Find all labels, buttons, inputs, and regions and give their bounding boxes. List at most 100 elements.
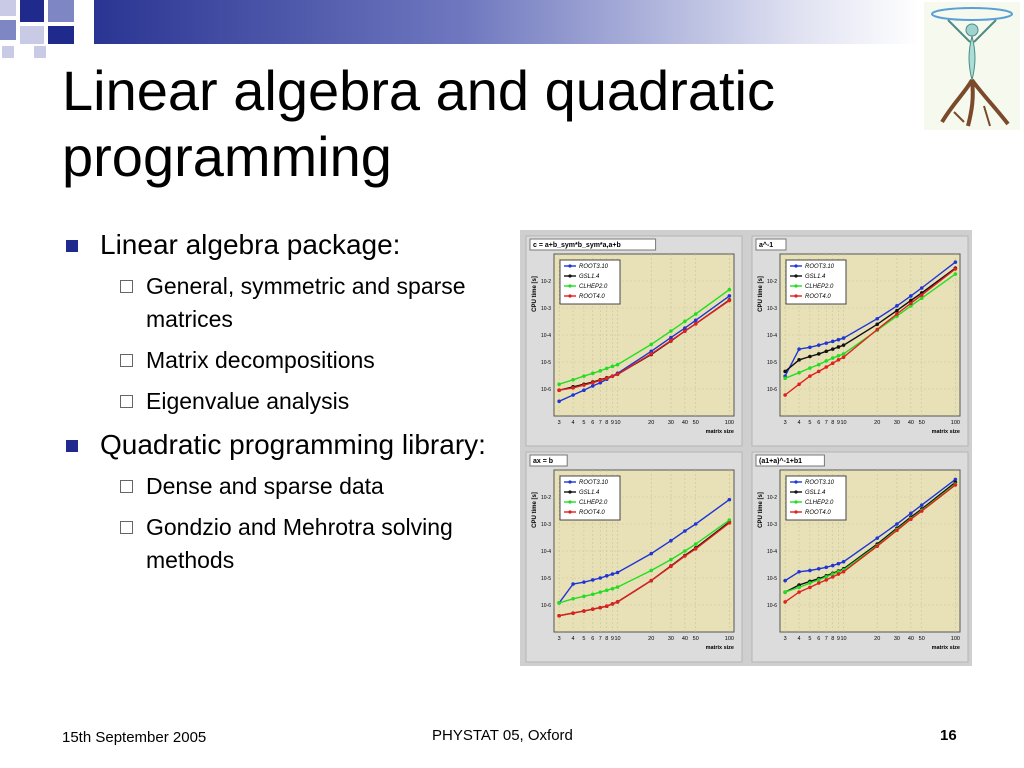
chart-data-point bbox=[824, 578, 829, 582]
chart-data-point bbox=[571, 582, 575, 586]
chart-data-point bbox=[797, 569, 801, 574]
chart-x-tick-label: 10 bbox=[841, 636, 847, 642]
chart-x-tick-label: 7 bbox=[599, 636, 602, 642]
chart-data-point bbox=[615, 585, 620, 589]
chart-data-point bbox=[615, 600, 620, 604]
chart-legend-label: CLHEP2.0 bbox=[579, 284, 608, 290]
chart-data-point bbox=[557, 399, 561, 404]
chart-x-tick-label: 40 bbox=[682, 636, 688, 642]
chart-data-point bbox=[824, 349, 829, 354]
chart-data-point bbox=[841, 343, 846, 347]
chart-data-point bbox=[649, 349, 654, 354]
chart-data-point bbox=[895, 528, 899, 533]
chart-data-point bbox=[590, 592, 595, 597]
chart-data-point bbox=[693, 318, 698, 323]
chart-data-point bbox=[693, 547, 698, 551]
chart-data-point bbox=[649, 568, 654, 573]
chart-x-tick-label: 10 bbox=[841, 420, 847, 426]
chart-x-tick-label: 8 bbox=[605, 420, 608, 426]
chart-x-tick-label: 8 bbox=[831, 636, 834, 642]
chart-y-tick-label: 10-2 bbox=[767, 279, 777, 285]
chart-data-point bbox=[824, 365, 829, 369]
chart-data-point bbox=[598, 369, 603, 373]
chart-legend-label: GSL1.4 bbox=[805, 274, 826, 280]
chart-panel: (a1+a)^-1+b1 3 4 5 6 7 8 9 10 20 30 40 50 100 10-6 10-5… bbox=[751, 451, 969, 663]
chart-x-axis-label: matrix size bbox=[706, 429, 734, 435]
chart-x-tick-label: 20 bbox=[874, 636, 880, 642]
chart-y-axis-label: CPU time [s] bbox=[532, 492, 538, 528]
chart-x-tick-label: 20 bbox=[648, 420, 654, 426]
chart-x-tick-label: 10 bbox=[615, 636, 621, 642]
chart-data-point bbox=[875, 327, 880, 332]
chart-y-tick-label: 10-5 bbox=[767, 360, 777, 366]
chart-title: a^-1 bbox=[759, 241, 773, 249]
slide-title: Linear algebra and quadratic programming bbox=[62, 58, 922, 190]
chart-x-tick-label: 50 bbox=[919, 636, 925, 642]
chart-data-point bbox=[571, 611, 575, 615]
chart-y-tick-label: 10-6 bbox=[767, 603, 777, 609]
chart-data-point bbox=[604, 574, 609, 578]
benchmark-charts: c = a+b_sym*b_sym*a,a+b3 4 5 6 7 8 9 10 20 30 40 50… bbox=[525, 235, 969, 663]
chart-x-tick-label: 50 bbox=[919, 420, 925, 426]
chart-data-point bbox=[615, 570, 620, 575]
chart-y-tick-label: 10-2 bbox=[541, 279, 551, 285]
chart-data-point bbox=[875, 316, 880, 321]
chart-legend-label: ROOT3.10 bbox=[805, 264, 835, 270]
sub-bullet-item: Gondzio and Mehrotra solving methods bbox=[100, 511, 502, 577]
chart-data-point bbox=[727, 287, 732, 292]
chart-data-point bbox=[919, 503, 924, 507]
chart-data-point bbox=[683, 319, 687, 324]
chart-data-point bbox=[895, 304, 899, 308]
chart-data-point bbox=[598, 380, 603, 385]
chart-data-point bbox=[582, 580, 586, 584]
dancing-figure-logo-icon bbox=[924, 2, 1020, 130]
chart-x-tick-label: 4 bbox=[798, 636, 801, 642]
footer-date: 15th September 2005 bbox=[62, 729, 207, 746]
chart-legend-label: GSL1.4 bbox=[805, 490, 826, 496]
chart-data-point bbox=[808, 366, 812, 370]
chart-x-tick-label: 7 bbox=[599, 420, 602, 426]
chart-y-tick-label: 10-2 bbox=[541, 495, 551, 501]
chart-data-point bbox=[615, 362, 620, 367]
chart-data-point bbox=[797, 370, 801, 375]
chart-data-point bbox=[727, 518, 732, 522]
chart-data-point bbox=[683, 529, 687, 533]
chart-data-point bbox=[693, 312, 698, 316]
chart-data-point bbox=[953, 483, 958, 487]
chart-data-point bbox=[830, 563, 835, 568]
chart-data-point bbox=[582, 383, 586, 387]
chart-data-point bbox=[590, 578, 595, 582]
chart-x-tick-label: 6 bbox=[591, 420, 594, 426]
chart-data-point bbox=[783, 600, 787, 604]
chart-data-point bbox=[816, 352, 821, 356]
chart-data-point bbox=[727, 521, 732, 525]
chart-data-point bbox=[783, 369, 787, 374]
chart-legend-marker bbox=[794, 500, 798, 504]
chart-x-tick-label: 6 bbox=[591, 636, 594, 642]
footer-page-number: 16 bbox=[940, 727, 957, 744]
chart-y-tick-label: 10-3 bbox=[767, 522, 777, 528]
chart-data-point bbox=[816, 581, 821, 585]
chart-x-tick-label: 5 bbox=[808, 636, 811, 642]
chart-data-point bbox=[598, 378, 603, 383]
corner-square-dark bbox=[48, 26, 74, 44]
chart-legend-label: ROOT4.0 bbox=[805, 294, 831, 300]
bullet-item: Linear algebra package: General, symmetr… bbox=[62, 226, 502, 418]
chart-data-point bbox=[953, 272, 958, 276]
chart-data-point bbox=[610, 364, 615, 369]
chart-data-point bbox=[590, 384, 595, 388]
chart-x-tick-label: 7 bbox=[825, 420, 828, 426]
chart-data-point bbox=[797, 347, 801, 351]
chart-data-point bbox=[571, 596, 575, 601]
chart-data-point bbox=[875, 544, 880, 549]
chart-x-tick-label: 9 bbox=[837, 420, 840, 426]
chart-data-point bbox=[909, 298, 913, 303]
chart-x-tick-label: 6 bbox=[817, 636, 820, 642]
footer-event: PHYSTAT 05, Oxford bbox=[432, 727, 573, 744]
chart-title-box bbox=[755, 238, 787, 251]
chart-x-tick-label: 50 bbox=[693, 636, 699, 642]
chart-data-point bbox=[669, 335, 673, 340]
chart-data-point bbox=[598, 590, 603, 594]
chart-y-tick-label: 10-2 bbox=[767, 495, 777, 501]
chart-x-tick-label: 10 bbox=[615, 420, 621, 426]
